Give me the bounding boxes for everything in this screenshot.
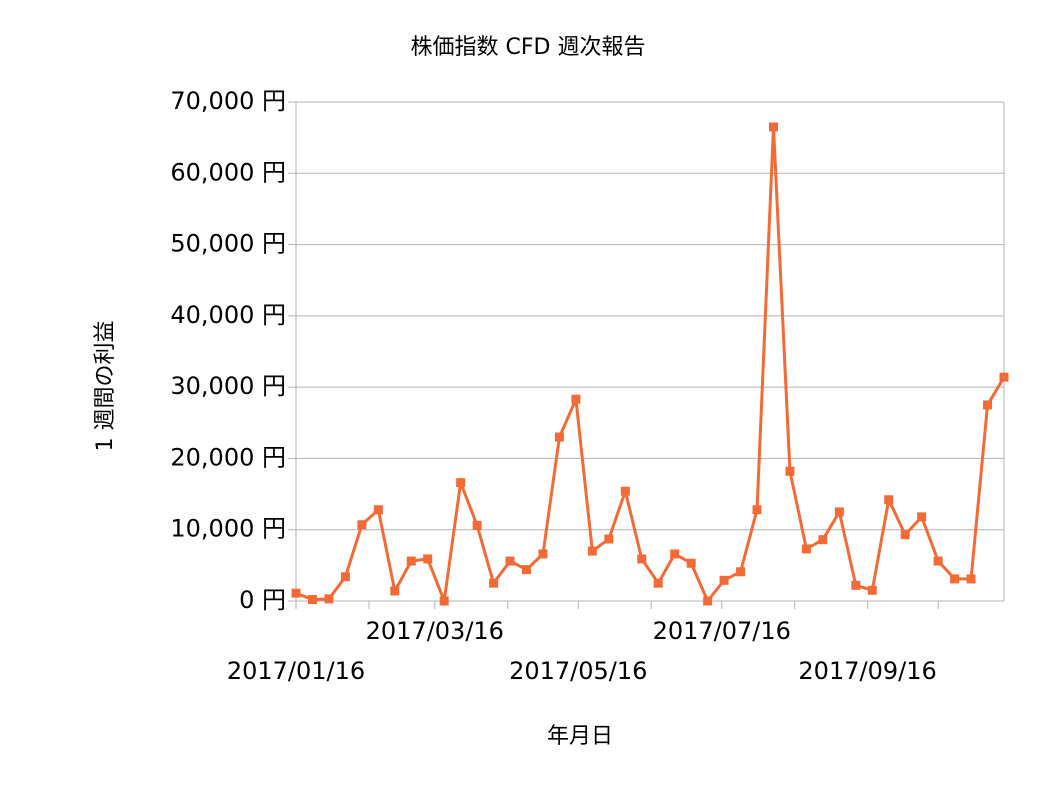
y-tick-label: 70,000 円 — [170, 87, 286, 115]
point-marker — [587, 546, 597, 556]
point-marker — [917, 512, 927, 522]
point-marker — [801, 544, 811, 554]
point-marker — [423, 554, 433, 564]
point-marker — [999, 372, 1009, 382]
point-marker — [620, 486, 630, 496]
point-marker — [324, 594, 334, 604]
point-marker — [406, 556, 416, 566]
point-marker — [522, 565, 532, 575]
point-marker — [900, 530, 910, 540]
point-marker — [637, 554, 647, 564]
point-marker — [505, 556, 515, 566]
point-marker — [719, 575, 729, 585]
x-axis-title: 年月日 — [547, 724, 613, 749]
point-marker — [752, 505, 762, 515]
point-marker — [489, 578, 499, 588]
point-marker — [785, 466, 795, 476]
y-axis-title: 1 週間の利益 — [93, 321, 118, 452]
y-tick-label: 30,000 円 — [170, 372, 286, 400]
y-tick-label: 60,000 円 — [170, 158, 286, 186]
x-tick-label: 2017/09/16 — [798, 657, 936, 685]
point-marker — [604, 534, 614, 544]
y-tick-label: 50,000 円 — [170, 230, 286, 258]
point-marker — [736, 567, 746, 577]
point-marker — [703, 596, 713, 606]
point-marker — [867, 585, 877, 595]
point-marker — [884, 495, 894, 505]
point-marker — [851, 580, 861, 590]
point-marker — [653, 578, 663, 588]
point-marker — [538, 549, 548, 559]
y-tick-label: 10,000 円 — [170, 515, 286, 543]
x-tick-label: 2017/07/16 — [653, 617, 791, 645]
y-tick-label: 40,000 円 — [170, 301, 286, 329]
chart-title: 株価指数 CFD 週次報告 — [411, 35, 646, 60]
point-marker — [307, 595, 317, 605]
point-marker — [670, 549, 680, 559]
y-tick-label: 20,000 円 — [170, 443, 286, 471]
point-marker — [983, 400, 993, 410]
point-marker — [554, 432, 564, 442]
x-tick-label: 2017/01/16 — [227, 657, 365, 685]
point-marker — [818, 535, 828, 545]
point-marker — [834, 507, 844, 517]
point-marker — [768, 122, 778, 132]
point-marker — [456, 478, 466, 488]
point-marker — [472, 520, 482, 530]
point-marker — [686, 558, 696, 568]
point-marker — [357, 520, 367, 530]
point-marker — [571, 394, 581, 404]
x-tick-label: 2017/05/16 — [509, 657, 647, 685]
y-tick-label: 0 円 — [239, 586, 286, 614]
point-marker — [950, 574, 960, 584]
x-tick-label: 2017/03/16 — [366, 617, 504, 645]
point-marker — [291, 588, 301, 598]
point-marker — [340, 572, 350, 582]
point-marker — [390, 586, 400, 596]
point-marker — [966, 574, 976, 584]
point-marker — [373, 505, 383, 515]
point-marker — [933, 556, 943, 566]
point-marker — [439, 596, 449, 606]
